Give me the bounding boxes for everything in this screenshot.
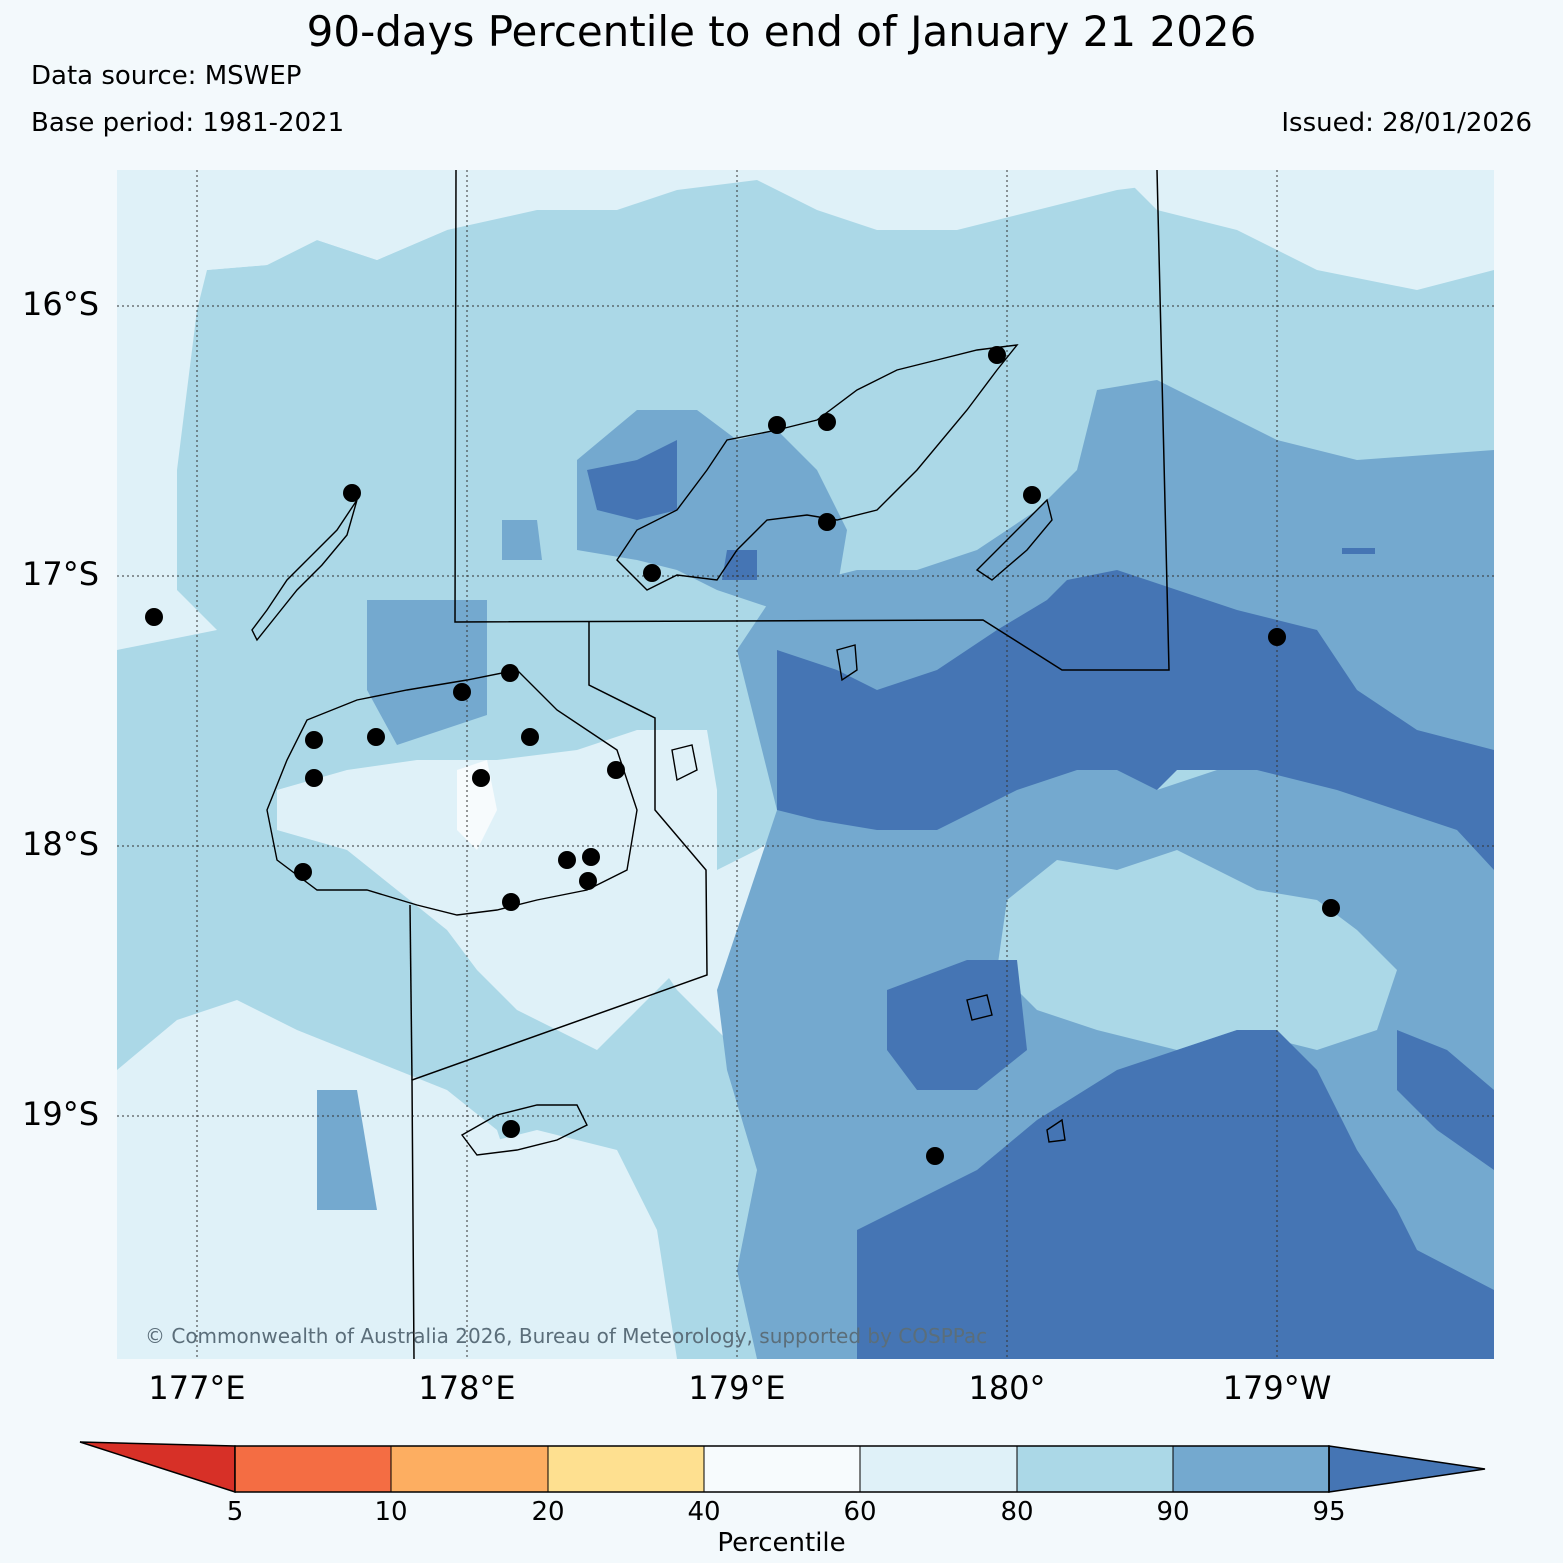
station-marker — [558, 851, 576, 869]
stations — [145, 346, 1340, 1165]
coastlines — [251, 344, 1066, 1156]
colorbar-tick: 60 — [843, 1497, 877, 1527]
contour-gt95-bar — [1342, 548, 1375, 554]
station-marker — [1023, 486, 1041, 504]
station-marker — [521, 728, 539, 746]
station-marker — [768, 416, 786, 434]
station-marker — [343, 484, 361, 502]
station-marker — [472, 769, 490, 787]
copyright-notice: © Commonwealth of Australia 2026, Bureau… — [145, 1324, 988, 1348]
colorbar-tick: 20 — [531, 1497, 565, 1527]
colorbar — [79, 1441, 1486, 1494]
map-canvas — [117, 170, 1494, 1359]
lon-label-178e: 178°E — [418, 1369, 516, 1407]
contour-gt95-southeast — [1397, 1030, 1494, 1170]
contour-80-90-east-hole — [997, 850, 1397, 1050]
base-period-text: Base period: 1981-2021 — [31, 108, 345, 138]
contour-90-95-west — [367, 600, 487, 745]
lat-label-16s: 16°S — [22, 285, 100, 323]
station-marker — [1322, 899, 1340, 917]
issued-date-text: Issued: 28/01/2026 — [1281, 108, 1532, 138]
viti-levu-coast — [266, 669, 638, 916]
contour-60-80-central — [277, 730, 717, 1050]
map-title: 90-days Percentile to end of January 21 … — [306, 7, 1257, 56]
yasawa-coast — [251, 499, 358, 642]
ono-coast — [836, 644, 858, 682]
colorbar-bin-10-20 — [391, 1446, 548, 1492]
colorbar-tick: 5 — [226, 1497, 244, 1527]
station-marker — [305, 731, 323, 749]
graticule — [117, 170, 1494, 1359]
colorbar-tick: 95 — [1312, 1497, 1346, 1527]
division-boundaries — [409, 170, 1170, 1359]
colorbar-bin-90-95 — [1173, 1446, 1329, 1492]
station-marker — [502, 893, 520, 911]
colorbar-tick: 90 — [1156, 1497, 1190, 1527]
station-marker — [926, 1147, 944, 1165]
contour-60-80-south — [457, 1130, 677, 1359]
lon-label-177e: 177°E — [148, 1369, 246, 1407]
contour-90-95-small — [502, 520, 542, 560]
vanua-levu-coast — [616, 344, 1019, 591]
station-marker — [818, 413, 836, 431]
lat-label-18s: 18°S — [22, 825, 100, 863]
lon-label-180: 180° — [968, 1369, 1046, 1407]
station-marker — [988, 346, 1006, 364]
contour-gt95-center — [887, 960, 1027, 1090]
contour-60-80-west — [117, 310, 217, 650]
contour-60-80-southwest — [117, 1250, 277, 1359]
nayau-coast — [1046, 1118, 1066, 1143]
contour-gt95-east — [777, 570, 1494, 870]
lakeba-coast — [966, 994, 993, 1021]
koro-coast — [671, 744, 698, 782]
station-marker — [502, 1120, 520, 1138]
colorbar-bin-20-40 — [548, 1446, 704, 1492]
kadavu-coast — [460, 1104, 588, 1156]
colorbar-tick: 10 — [374, 1497, 408, 1527]
station-marker — [582, 848, 600, 866]
contour-60-80-north — [117, 170, 457, 310]
colorbar-extend-low — [79, 1441, 236, 1494]
station-marker — [367, 728, 385, 746]
contour-90-95-southwest — [317, 1090, 377, 1210]
colorbar-bin-5-10 — [235, 1446, 391, 1492]
station-marker — [818, 513, 836, 531]
colorbar-tick: 40 — [687, 1497, 721, 1527]
lat-label-17s: 17°S — [22, 555, 100, 593]
contour-60-80-northeast — [1117, 170, 1494, 290]
colorbar-tick: 80 — [1000, 1497, 1034, 1527]
lon-label-179w: 179°W — [1222, 1369, 1332, 1407]
colorbar-label: Percentile — [717, 1528, 846, 1558]
station-marker — [607, 761, 625, 779]
taveuni-coast — [975, 498, 1053, 581]
contour-gt95-north-small — [722, 550, 757, 580]
station-marker — [1268, 628, 1286, 646]
colorbar-frame — [234, 1445, 1330, 1493]
lat-label-19s: 19°S — [22, 1095, 100, 1133]
station-marker — [643, 564, 661, 582]
lon-label-179e: 179°E — [688, 1369, 786, 1407]
contour-gt95-north — [587, 440, 677, 520]
percentile-map[interactable] — [117, 170, 1494, 1359]
colorbar-bin-80-90 — [1017, 1446, 1173, 1492]
station-marker — [294, 863, 312, 881]
colorbar-extend-high — [1328, 1445, 1486, 1493]
colorbar-bin-40-60 — [704, 1446, 860, 1492]
data-source-text: Data source: MSWEP — [31, 61, 302, 91]
station-marker — [453, 683, 471, 701]
colorbar-bin-60-80 — [860, 1446, 1017, 1492]
station-marker — [501, 664, 519, 682]
station-marker — [145, 608, 163, 626]
station-marker — [579, 872, 597, 890]
contour-gt95-south — [857, 1030, 1494, 1359]
station-marker — [305, 769, 323, 787]
